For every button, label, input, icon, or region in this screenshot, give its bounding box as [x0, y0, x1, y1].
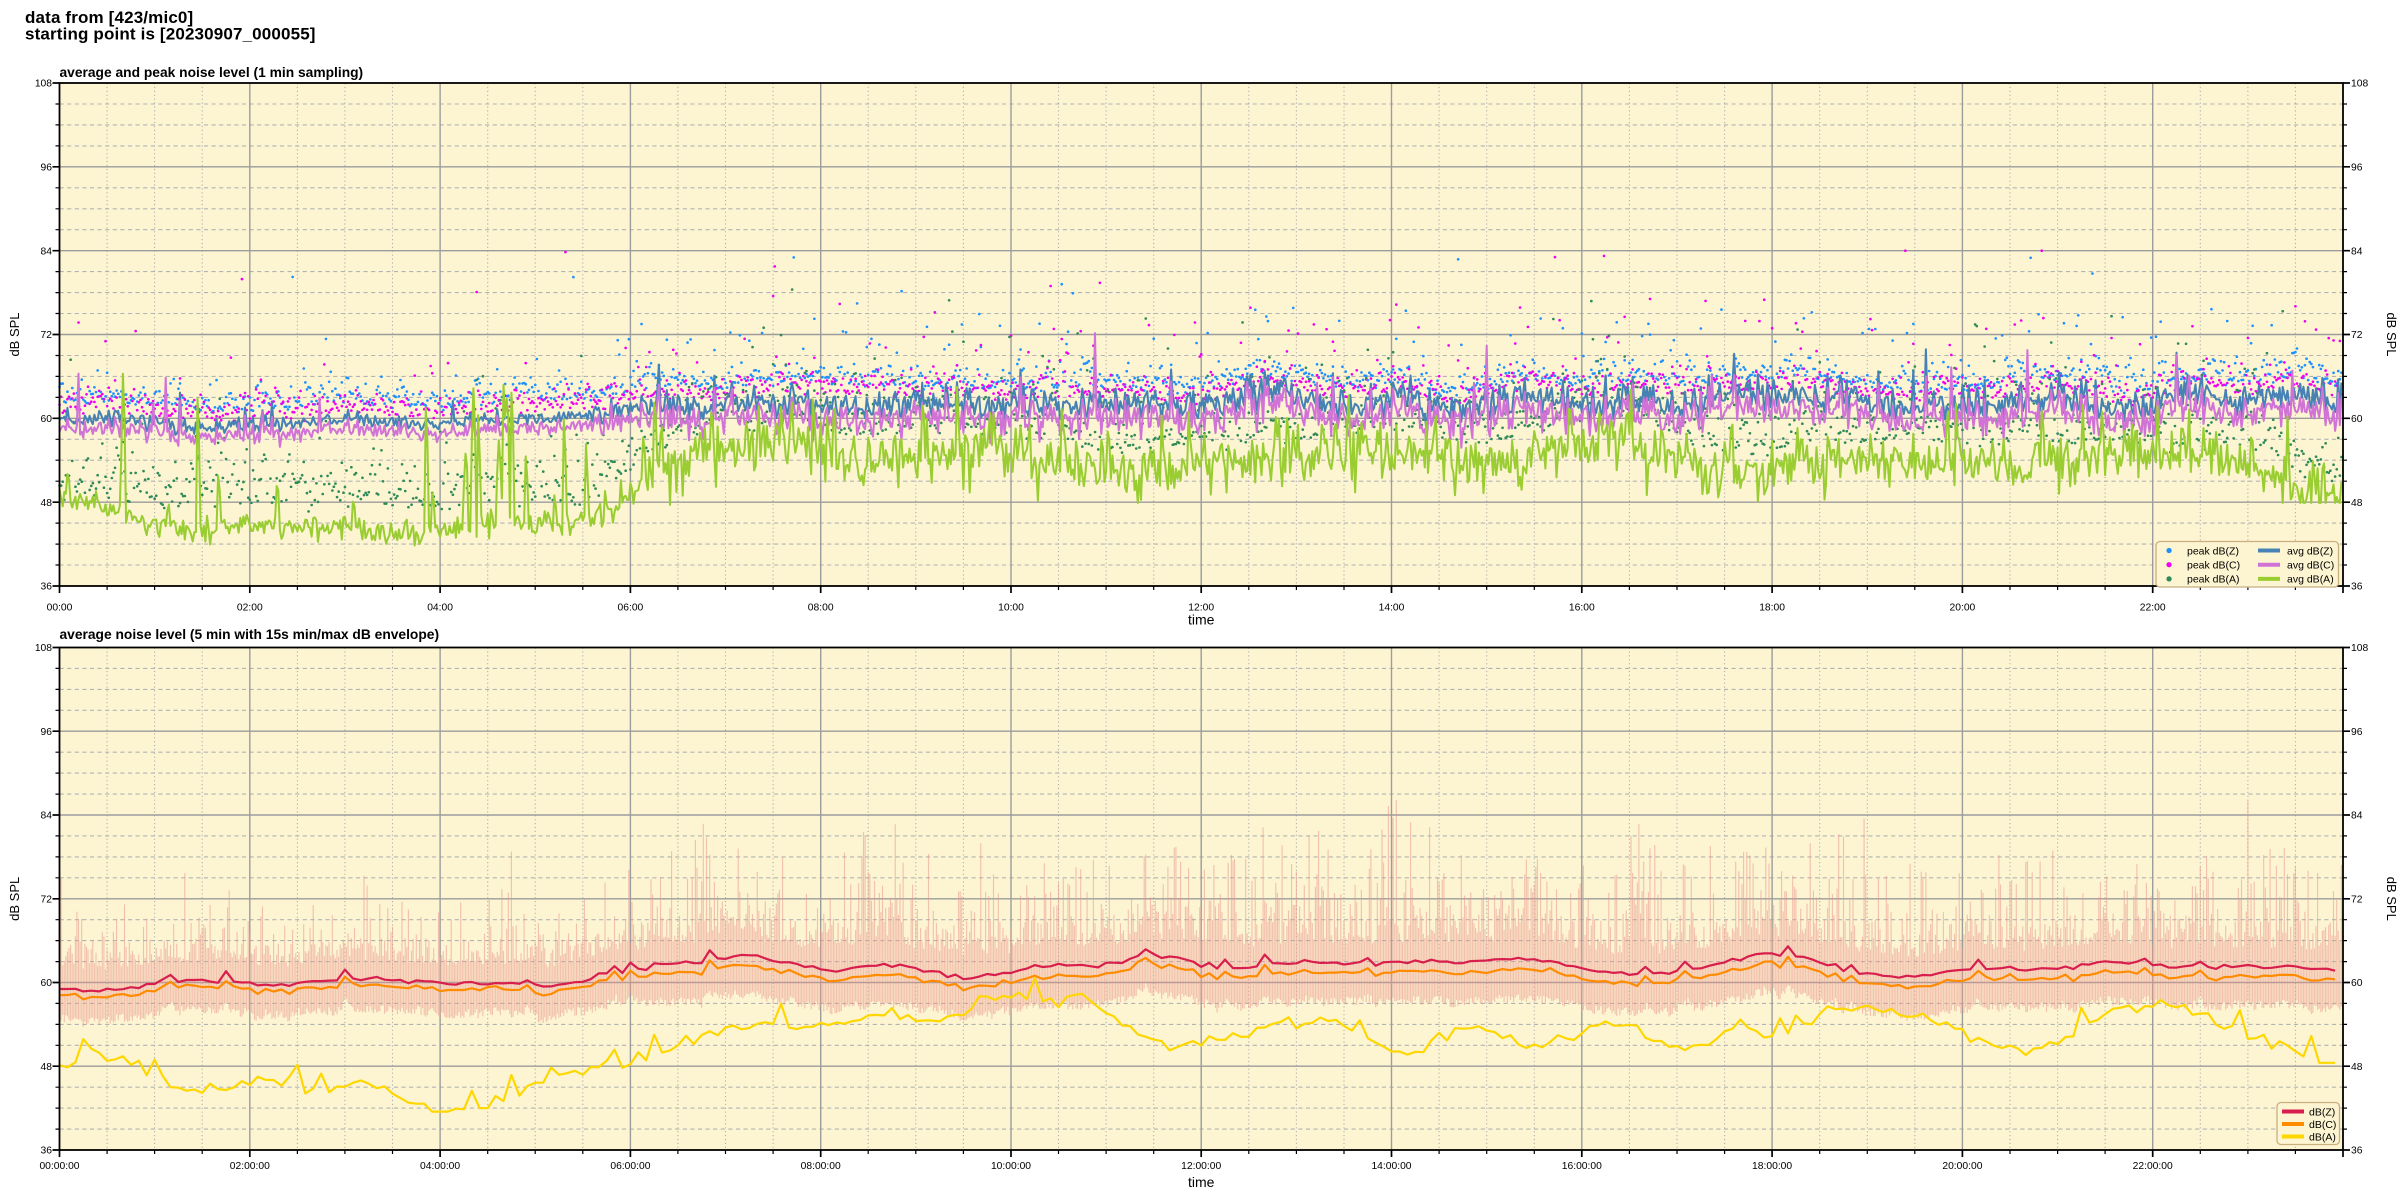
svg-text:96: 96 — [41, 727, 53, 738]
svg-text:22:00: 22:00 — [2140, 603, 2166, 614]
svg-text:04:00:00: 04:00:00 — [420, 1161, 460, 1172]
svg-text:84: 84 — [2351, 811, 2363, 822]
svg-text:dB(C): dB(C) — [2309, 1119, 2336, 1131]
svg-text:time: time — [1188, 1174, 1215, 1190]
svg-text:108: 108 — [2351, 79, 2368, 90]
svg-text:22:00:00: 22:00:00 — [2133, 1161, 2173, 1172]
svg-text:108: 108 — [35, 643, 52, 654]
svg-text:60: 60 — [2351, 414, 2363, 425]
svg-text:84: 84 — [2351, 246, 2363, 257]
svg-text:peak dB(C): peak dB(C) — [2187, 560, 2240, 572]
svg-text:36: 36 — [41, 582, 53, 593]
svg-text:18:00:00: 18:00:00 — [1752, 1161, 1792, 1172]
svg-text:18:00: 18:00 — [1759, 603, 1785, 614]
svg-text:72: 72 — [41, 895, 53, 906]
svg-text:08:00: 08:00 — [808, 603, 834, 614]
svg-text:72: 72 — [2351, 895, 2363, 906]
svg-text:peak dB(A): peak dB(A) — [2187, 574, 2240, 586]
svg-text:02:00: 02:00 — [237, 603, 263, 614]
svg-text:time: time — [1188, 612, 1215, 628]
svg-text:14:00: 14:00 — [1379, 603, 1405, 614]
svg-text:48: 48 — [41, 1062, 53, 1073]
svg-text:00:00: 00:00 — [47, 603, 73, 614]
svg-text:108: 108 — [2351, 643, 2368, 654]
svg-text:72: 72 — [41, 330, 53, 341]
svg-text:02:00:00: 02:00:00 — [230, 1161, 270, 1172]
svg-text:avg dB(A): avg dB(A) — [2287, 574, 2334, 586]
svg-text:avg dB(C): avg dB(C) — [2287, 560, 2334, 572]
svg-text:starting point is [20230907_00: starting point is [20230907_000055] — [25, 25, 316, 44]
svg-text:84: 84 — [41, 811, 53, 822]
svg-text:00:00:00: 00:00:00 — [39, 1161, 79, 1172]
svg-text:dB(A): dB(A) — [2309, 1131, 2336, 1143]
svg-text:12:00:00: 12:00:00 — [1181, 1161, 1221, 1172]
svg-text:16:00: 16:00 — [1569, 603, 1595, 614]
svg-text:108: 108 — [35, 79, 52, 90]
svg-text:dB SPL: dB SPL — [7, 877, 22, 921]
svg-text:06:00:00: 06:00:00 — [610, 1161, 650, 1172]
svg-text:20:00: 20:00 — [1950, 603, 1976, 614]
svg-text:10:00:00: 10:00:00 — [991, 1161, 1031, 1172]
svg-text:dB SPL: dB SPL — [7, 312, 22, 356]
svg-text:60: 60 — [41, 978, 53, 989]
svg-text:data from [423/mic0]: data from [423/mic0] — [25, 8, 193, 27]
svg-text:08:00:00: 08:00:00 — [801, 1161, 841, 1172]
svg-text:16:00:00: 16:00:00 — [1562, 1161, 1602, 1172]
svg-text:96: 96 — [2351, 727, 2363, 738]
svg-text:dB(Z): dB(Z) — [2309, 1106, 2335, 1118]
svg-text:dB SPL: dB SPL — [2384, 877, 2399, 921]
svg-text:48: 48 — [2351, 498, 2363, 509]
svg-text:10:00: 10:00 — [998, 603, 1024, 614]
svg-text:72: 72 — [2351, 330, 2363, 341]
svg-text:96: 96 — [2351, 163, 2363, 174]
svg-text:06:00: 06:00 — [618, 603, 644, 614]
svg-text:average and peak noise level (: average and peak noise level (1 min samp… — [60, 65, 364, 80]
svg-text:avg dB(Z): avg dB(Z) — [2287, 545, 2333, 557]
svg-text:36: 36 — [2351, 582, 2363, 593]
svg-text:peak dB(Z): peak dB(Z) — [2187, 545, 2239, 557]
svg-text:36: 36 — [2351, 1146, 2363, 1157]
svg-text:dB SPL: dB SPL — [2384, 312, 2399, 356]
svg-text:60: 60 — [41, 414, 53, 425]
svg-text:04:00: 04:00 — [427, 603, 453, 614]
svg-text:48: 48 — [2351, 1062, 2363, 1073]
svg-text:60: 60 — [2351, 978, 2363, 989]
svg-text:48: 48 — [41, 498, 53, 509]
svg-text:36: 36 — [41, 1146, 53, 1157]
svg-text:average noise level (5 min wit: average noise level (5 min with 15s min/… — [60, 627, 440, 642]
svg-text:84: 84 — [41, 246, 53, 257]
svg-text:96: 96 — [41, 163, 53, 174]
svg-text:14:00:00: 14:00:00 — [1371, 1161, 1411, 1172]
svg-text:20:00:00: 20:00:00 — [1942, 1161, 1982, 1172]
svg-text:12:00: 12:00 — [1188, 603, 1214, 614]
